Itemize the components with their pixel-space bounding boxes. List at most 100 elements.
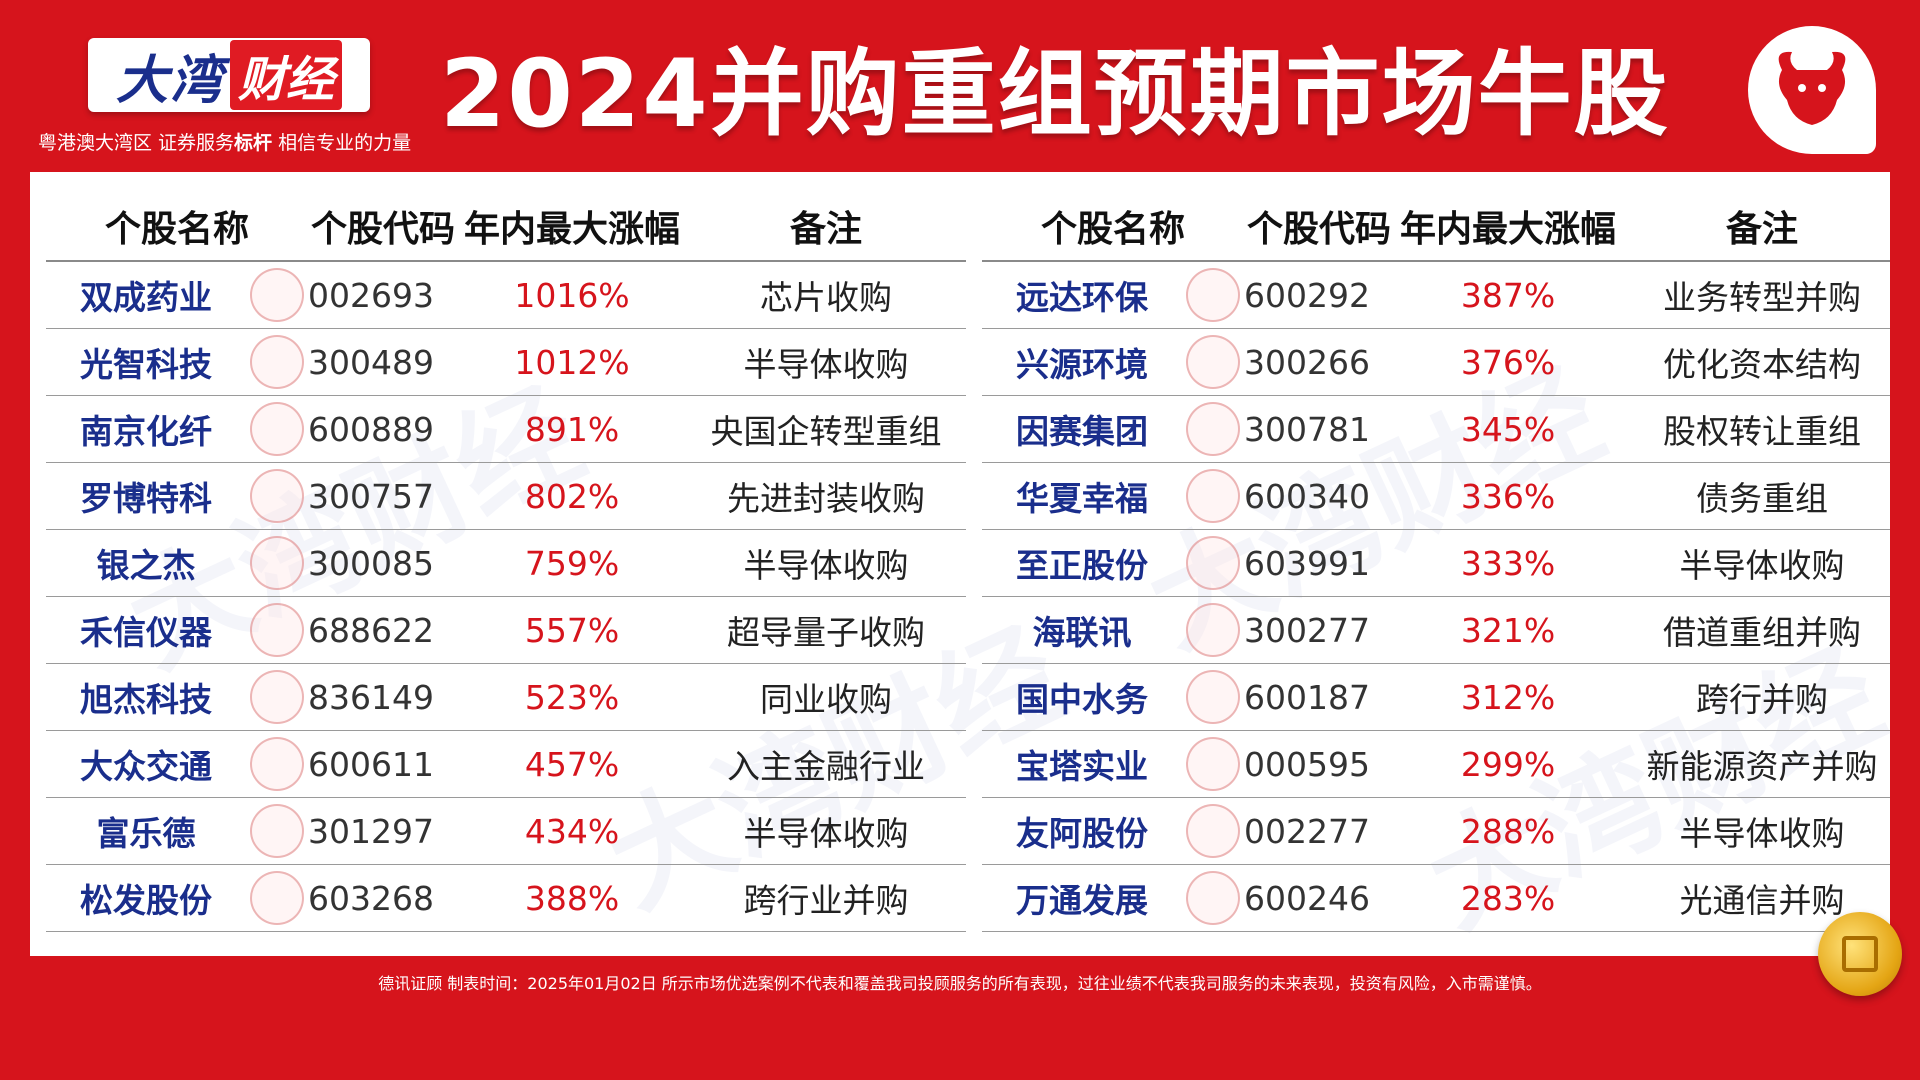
table-row: 松发股份 603268 388% 跨行业并购 [46,865,966,932]
table-row: 远达环保 600292 387% 业务转型并购 [982,262,1890,329]
stock-code: 300489 [308,342,434,382]
table-row: 国中水务 600187 312% 跨行并购 [982,664,1890,731]
stock-code: 300085 [308,543,434,583]
header-code: 个股代码 [310,209,455,250]
table-row: 宝塔实业 000595 299% 新能源资产并购 [982,731,1890,798]
header-max-gain: 年内最大涨幅 [1399,209,1616,250]
max-gain: 345% [1460,409,1556,449]
note: 半导体收购 [743,345,909,384]
header-name: 个股名称 [1040,209,1185,250]
brand-seal-icon [1182,402,1244,456]
table-header: 个股名称 个股代码 年内最大涨幅 备注 [46,192,966,262]
right-stock-table: 个股名称 个股代码 年内最大涨幅 备注 远达环保 600292 387% 业务转型并购… [982,192,1890,932]
brand-seal-icon [246,335,308,389]
stock-code: 301297 [308,811,434,851]
seal-mark [250,737,304,791]
seal-mark [250,268,304,322]
stock-name: 双成药业 [80,278,212,317]
stock-code: 300266 [1244,342,1370,382]
seal-mark [250,469,304,523]
coin-hole [1842,936,1878,972]
max-gain: 288% [1460,811,1556,851]
table-row: 大众交通 600611 457% 入主金融行业 [46,731,966,798]
max-gain: 891% [524,409,620,449]
seal-mark [1186,335,1240,389]
stock-code: 300781 [1244,409,1370,449]
note: 跨行并购 [1696,680,1828,719]
seal-mark [250,871,304,925]
note: 半导体收购 [1679,546,1845,585]
brand-seal-icon [1182,871,1244,925]
stock-name: 万通发展 [1016,881,1148,920]
table-row: 光智科技 300489 1012% 半导体收购 [46,329,966,396]
stock-name: 因赛集团 [1016,412,1148,451]
slogan-bold: 标杆 [234,132,273,154]
note: 芯片收购 [760,278,892,317]
stock-code: 836149 [308,677,434,717]
brand-seal-icon [246,737,308,791]
seal-mark [250,603,304,657]
brand-name-b: 财经 [230,40,343,110]
note: 优化资本结构 [1663,345,1861,384]
table-row: 至正股份 603991 333% 半导体收购 [982,530,1890,597]
seal-mark [1186,603,1240,657]
max-gain: 759% [524,543,620,583]
bull-icon [1748,26,1876,154]
stock-name: 光智科技 [80,345,212,384]
brand-seal-icon [1182,335,1244,389]
brand-seal-icon [246,603,308,657]
table-row: 富乐德 301297 434% 半导体收购 [46,798,966,865]
max-gain: 376% [1460,342,1556,382]
stock-name: 宝塔实业 [1016,747,1148,786]
left-table-body: 双成药业 002693 1016% 芯片收购 光智科技 300489 1012% 半导体收购南… [46,262,966,932]
stock-name: 大众交通 [80,747,212,786]
stock-name: 禾信仪器 [80,613,212,652]
table-row: 南京化纤 600889 891% 央国企转型重组 [46,396,966,463]
note: 超导量子收购 [727,613,925,652]
seal-mark [1186,804,1240,858]
table-row: 银之杰 300085 759% 半导体收购 [46,530,966,597]
header-name: 个股名称 [104,209,249,250]
brand-name-a: 大湾 [115,50,224,111]
max-gain: 299% [1460,744,1556,784]
stock-code: 600246 [1244,878,1370,918]
seal-mark [250,804,304,858]
slogan-post: 相信专业的力量 [272,132,412,154]
brand-seal-icon [1182,268,1244,322]
header-max-gain: 年内最大涨幅 [463,209,680,250]
seal-mark [250,402,304,456]
brand-seal-icon [246,402,308,456]
note: 借道重组并购 [1663,613,1861,652]
disclaimer: 德讯证顾 制表时间：2025年01月02日 所示市场优选案例不代表和覆盖我司投顾… [378,974,1542,993]
stock-code: 688622 [308,610,434,650]
brand-seal-icon [246,804,308,858]
table-row: 兴源环境 300266 376% 优化资本结构 [982,329,1890,396]
seal-mark [1186,402,1240,456]
stock-table-panel: 大湾财经 大湾财经 大湾财经 大湾财经 个股名称 个股代码 年内最大涨幅 备注 … [30,172,1890,956]
table-row: 双成药业 002693 1016% 芯片收购 [46,262,966,329]
brand-seal-icon [246,670,308,724]
note: 跨行业并购 [743,881,909,920]
seal-mark [1186,670,1240,724]
stock-name: 国中水务 [1016,680,1148,719]
brand-seal-icon [1182,536,1244,590]
brand-seal-icon [246,536,308,590]
header-note: 备注 [1725,209,1798,250]
note: 央国企转型重组 [710,412,942,451]
stock-code: 600340 [1244,476,1370,516]
page-title: 2024并购重组预期市场牛股 [440,40,1670,149]
max-gain: 434% [524,811,620,851]
max-gain: 387% [1460,275,1556,315]
seal-mark [250,670,304,724]
header-note: 备注 [789,209,862,250]
max-gain: 457% [524,744,620,784]
seal-mark [250,536,304,590]
right-table-body: 远达环保 600292 387% 业务转型并购 兴源环境 300266 376% 优化资本结构… [982,262,1890,932]
stock-name: 远达环保 [1016,278,1148,317]
brand-seal-icon [1182,804,1244,858]
header: 大湾 财经 粤港澳大湾区 证券服务标杆 相信专业的力量 2024并购重组预期市场… [0,0,1920,170]
stock-name: 华夏幸福 [1016,479,1148,518]
note: 半导体收购 [743,546,909,585]
table-header: 个股名称 个股代码 年内最大涨幅 备注 [982,192,1890,262]
stock-name: 友阿股份 [1016,814,1148,853]
